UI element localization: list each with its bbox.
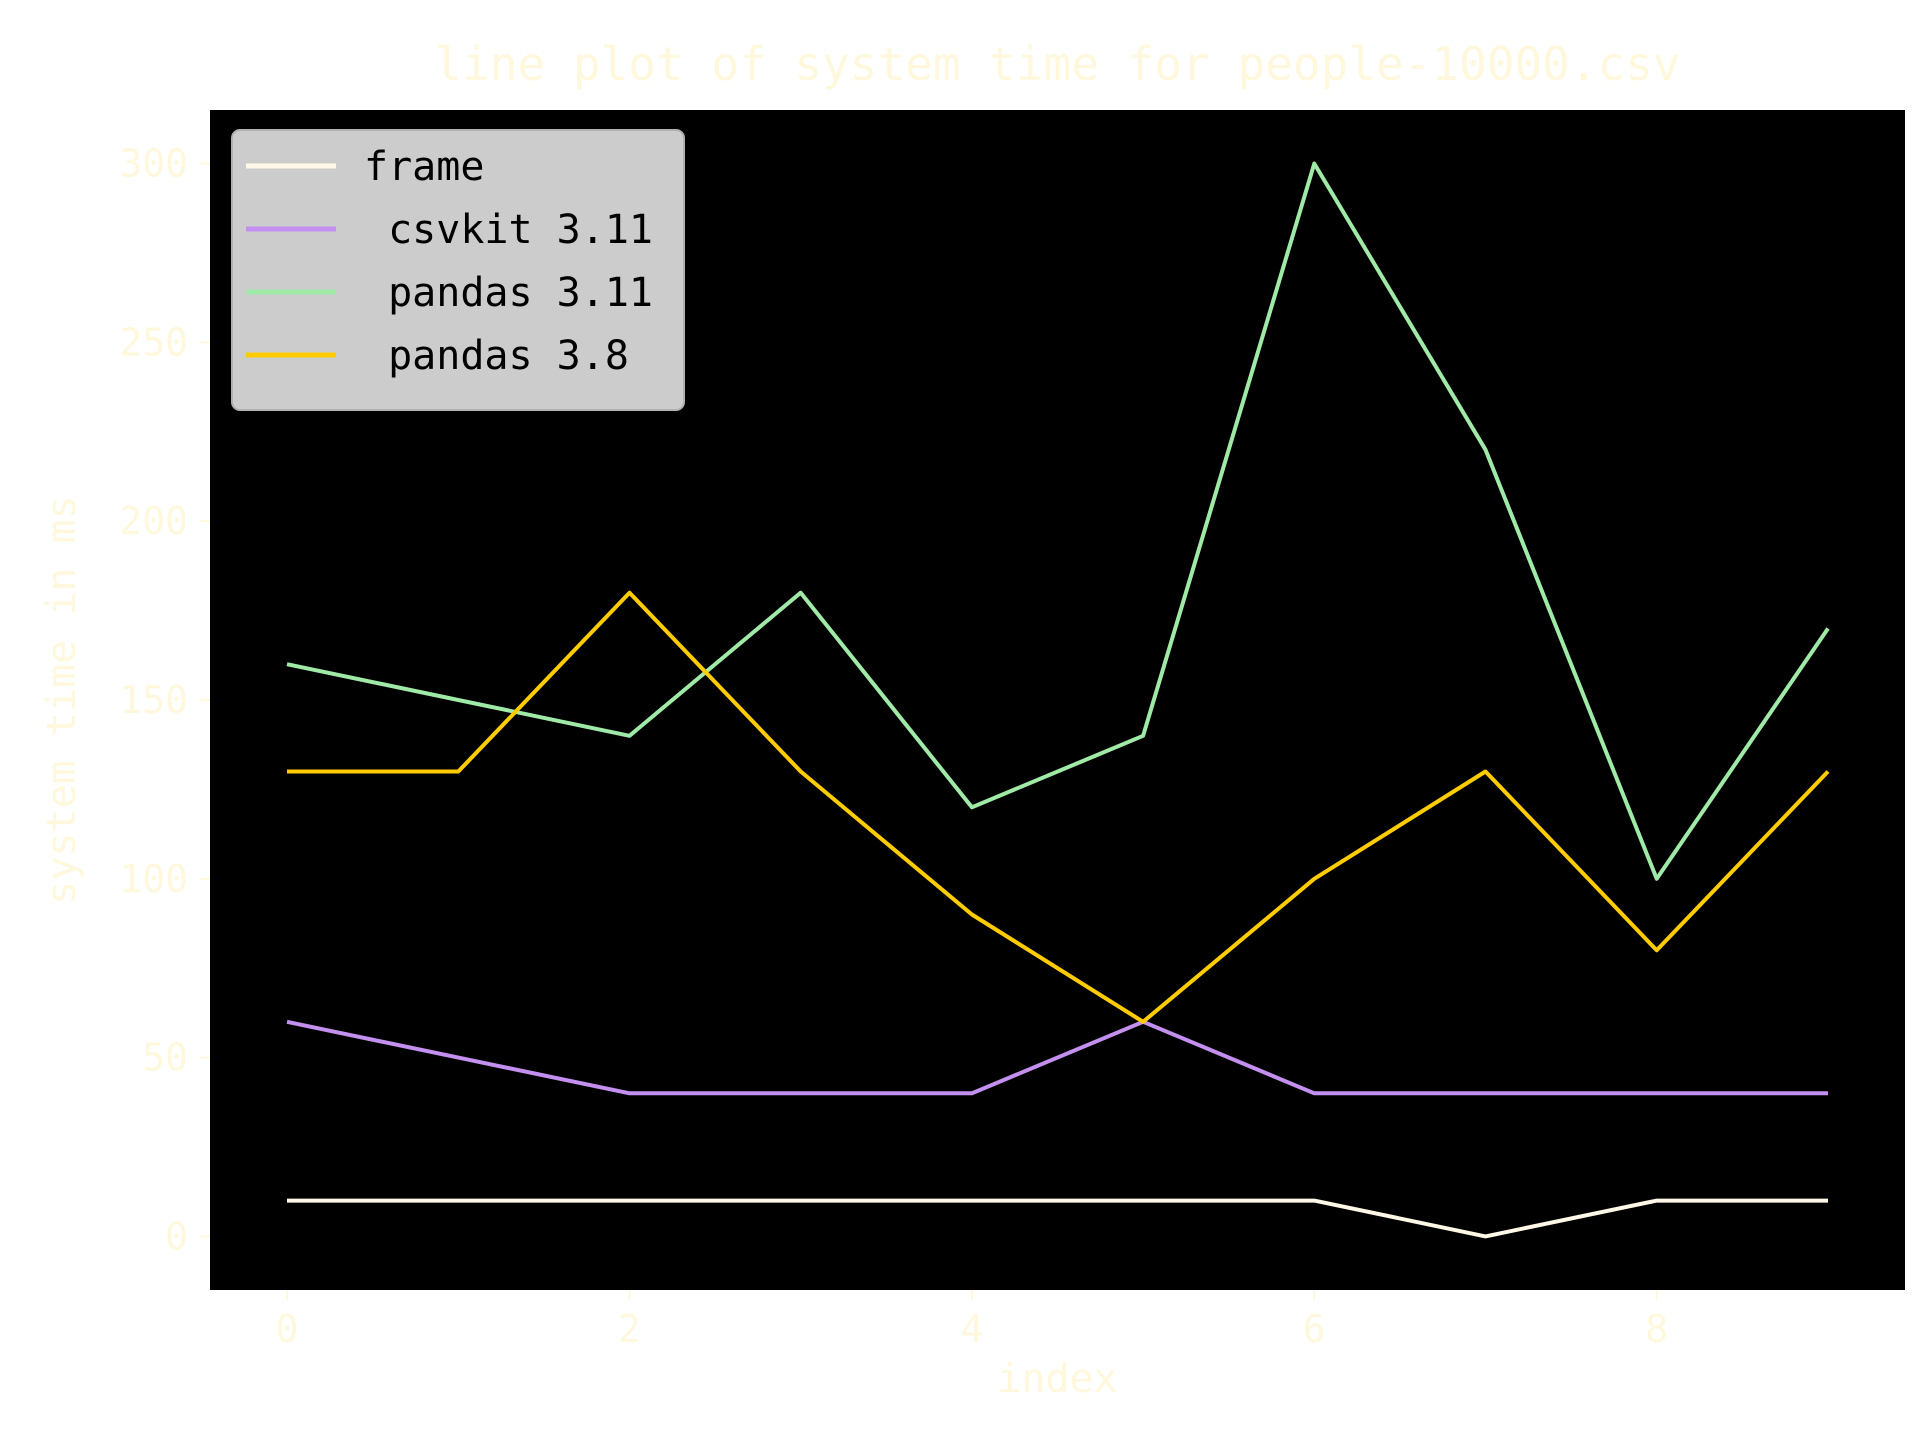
y-axis: 0 50 100 150 200 250 300 [119, 142, 210, 1258]
legend-box [231, 129, 685, 411]
chart-title: line plot of system time for people-1000… [434, 37, 1680, 91]
y-tick-label: 150 [119, 678, 188, 722]
y-tick-label: 250 [119, 320, 188, 364]
y-tick-label: 50 [142, 1036, 188, 1080]
legend-entry-label: csvkit 3.11 [364, 207, 653, 253]
x-tick-label: 6 [1303, 1307, 1326, 1351]
series-line-2 [286, 161, 1830, 881]
series-line-1 [286, 1019, 1828, 1096]
x-tick-label: 0 [276, 1307, 299, 1351]
y-tick-label: 200 [119, 499, 188, 543]
legend-entry-label: pandas 3.8 [364, 333, 629, 379]
legend-entry-label: pandas 3.11 [364, 270, 653, 316]
legend: frame csvkit 3.11 pandas 3.11 pandas 3.8 [231, 129, 685, 411]
legend-entry-label: frame [364, 144, 484, 190]
x-axis: 0 2 4 6 8 [276, 1290, 1668, 1351]
y-tick-label: 100 [119, 857, 188, 901]
x-tick-label: 2 [618, 1307, 641, 1351]
series-line-3 [287, 590, 1830, 1024]
y-tick-label: 0 [165, 1214, 188, 1258]
y-tick-label: 300 [119, 142, 188, 186]
series-layer [286, 161, 1830, 1239]
x-axis-label: index [997, 1356, 1117, 1402]
y-axis-label: system time in ms [39, 495, 85, 904]
x-tick-label: 4 [960, 1307, 983, 1351]
series-line-0 [287, 1198, 1828, 1239]
x-tick-label: 8 [1645, 1307, 1668, 1351]
